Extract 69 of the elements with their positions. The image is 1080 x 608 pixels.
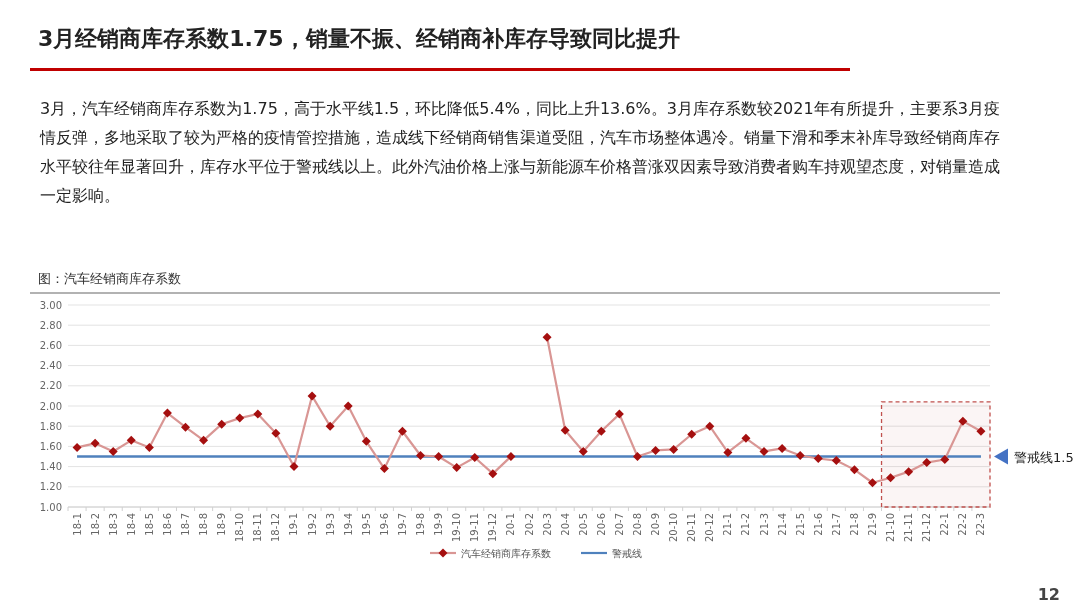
- y-tick-label: 2.80: [39, 319, 62, 331]
- y-tick-label: 2.60: [39, 339, 62, 351]
- x-tick-label: 18-7: [180, 513, 192, 536]
- x-tick-label: 20-1: [505, 513, 517, 536]
- y-tick-label: 1.80: [39, 420, 62, 432]
- x-tick-label: 21-4: [776, 513, 788, 536]
- x-tick-label: 22-3: [975, 513, 987, 536]
- x-tick-label: 22-1: [939, 513, 951, 536]
- chart-subtitle: 3月，汽车经销商库存系数为1.75，高于水平线1.5，环比降低5.4%，同比上升13.6%。3月库存系数较2021年有所提升，主要系3月疫情反弹，多地采取了较为严格的疫情管控措施，造成线下经销商销售渠道受阻，汽车市场整体遇冷。销量下滑和季末补库导致经销商库存水平较往年显著回升，库存水平位于警戒线以上。此外汽油价格上涨与新能源车价格普涨双因素导致消费者购车持观望态度，对销量造成一定影响。: [40, 98, 1000, 207]
- text: 12: [1037, 585, 1060, 604]
- y-tick-label: 1.40: [39, 461, 62, 473]
- x-tick-label: 18-3: [107, 513, 119, 536]
- x-tick-label: 19-2: [306, 513, 318, 536]
- x-tick-label: 18-5: [143, 513, 155, 536]
- x-tick-label: 20-4: [559, 513, 571, 536]
- y-tick-label: 1.60: [39, 440, 62, 452]
- x-tick-label: 20-8: [631, 513, 643, 536]
- x-tick-label: 19-11: [469, 513, 481, 543]
- x-tick-label: 21-6: [812, 513, 824, 536]
- x-tick-label: 19-10: [451, 513, 463, 543]
- x-tick-label: 20-5: [577, 513, 589, 536]
- y-tick-label: 3.00: [39, 299, 62, 311]
- x-tick-label: 21-10: [885, 513, 897, 543]
- x-tick-label: 19-4: [342, 513, 354, 536]
- y-tick-label: 2.20: [39, 380, 62, 392]
- x-tick-label: 21-7: [830, 513, 842, 536]
- y-tick-label: 2.00: [39, 400, 62, 412]
- x-tick-label: 18-8: [198, 513, 210, 536]
- y-tick-label: 1.00: [39, 501, 62, 513]
- x-tick-label: 20-3: [541, 513, 553, 536]
- x-tick-label: 20-9: [650, 513, 662, 536]
- x-tick-label: 21-11: [903, 513, 915, 543]
- x-tick-label: 19-6: [378, 513, 390, 536]
- y-tick-label: 1.20: [39, 481, 62, 493]
- x-tick-label: 20-7: [613, 513, 625, 536]
- x-tick-label: 20-12: [704, 513, 716, 543]
- x-tick-label: 20-2: [523, 513, 535, 536]
- x-tick-label: 19-3: [324, 513, 336, 536]
- x-tick-label: 18-1: [71, 513, 83, 536]
- annotation: 警戒线1.5: [1014, 449, 1074, 465]
- x-tick-label: 21-1: [722, 513, 734, 536]
- x-tick-label: 21-9: [866, 513, 878, 536]
- x-tick-label: 21-5: [794, 513, 806, 536]
- x-tick-label: 18-10: [234, 513, 246, 543]
- legend-label: 警戒线: [612, 548, 642, 559]
- x-tick-label: 21-2: [740, 513, 752, 536]
- x-tick-label: 18-9: [216, 513, 228, 536]
- text: 图：汽车经销商库存系数: [38, 271, 181, 286]
- x-tick-label: 18-11: [252, 513, 264, 543]
- x-tick-label: 19-5: [360, 513, 372, 536]
- x-tick-label: 19-9: [433, 513, 445, 536]
- x-tick-label: 19-1: [288, 513, 300, 536]
- chart-title: 3月经销商库存系数1.75，销量不振、经销商补库存导致同比提升: [38, 25, 680, 53]
- x-tick-label: 21-3: [758, 513, 770, 536]
- x-tick-label: 21-12: [921, 513, 933, 543]
- y-tick-label: 2.40: [39, 360, 62, 372]
- x-tick-label: 20-6: [595, 513, 607, 536]
- x-tick-label: 19-8: [415, 513, 427, 536]
- x-tick-label: 18-4: [125, 513, 137, 536]
- x-tick-label: 18-2: [89, 513, 101, 536]
- x-tick-label: 20-10: [668, 513, 680, 543]
- legend-label: 汽车经销商库存系数: [461, 548, 551, 559]
- x-tick-label: 22-2: [957, 513, 969, 536]
- x-tick-label: 18-6: [161, 513, 173, 536]
- x-tick-label: 19-12: [487, 513, 499, 543]
- x-tick-label: 19-7: [396, 513, 408, 536]
- x-tick-label: 20-11: [686, 513, 698, 543]
- x-tick-label: 21-8: [848, 513, 860, 536]
- x-tick-label: 18-12: [270, 513, 282, 543]
